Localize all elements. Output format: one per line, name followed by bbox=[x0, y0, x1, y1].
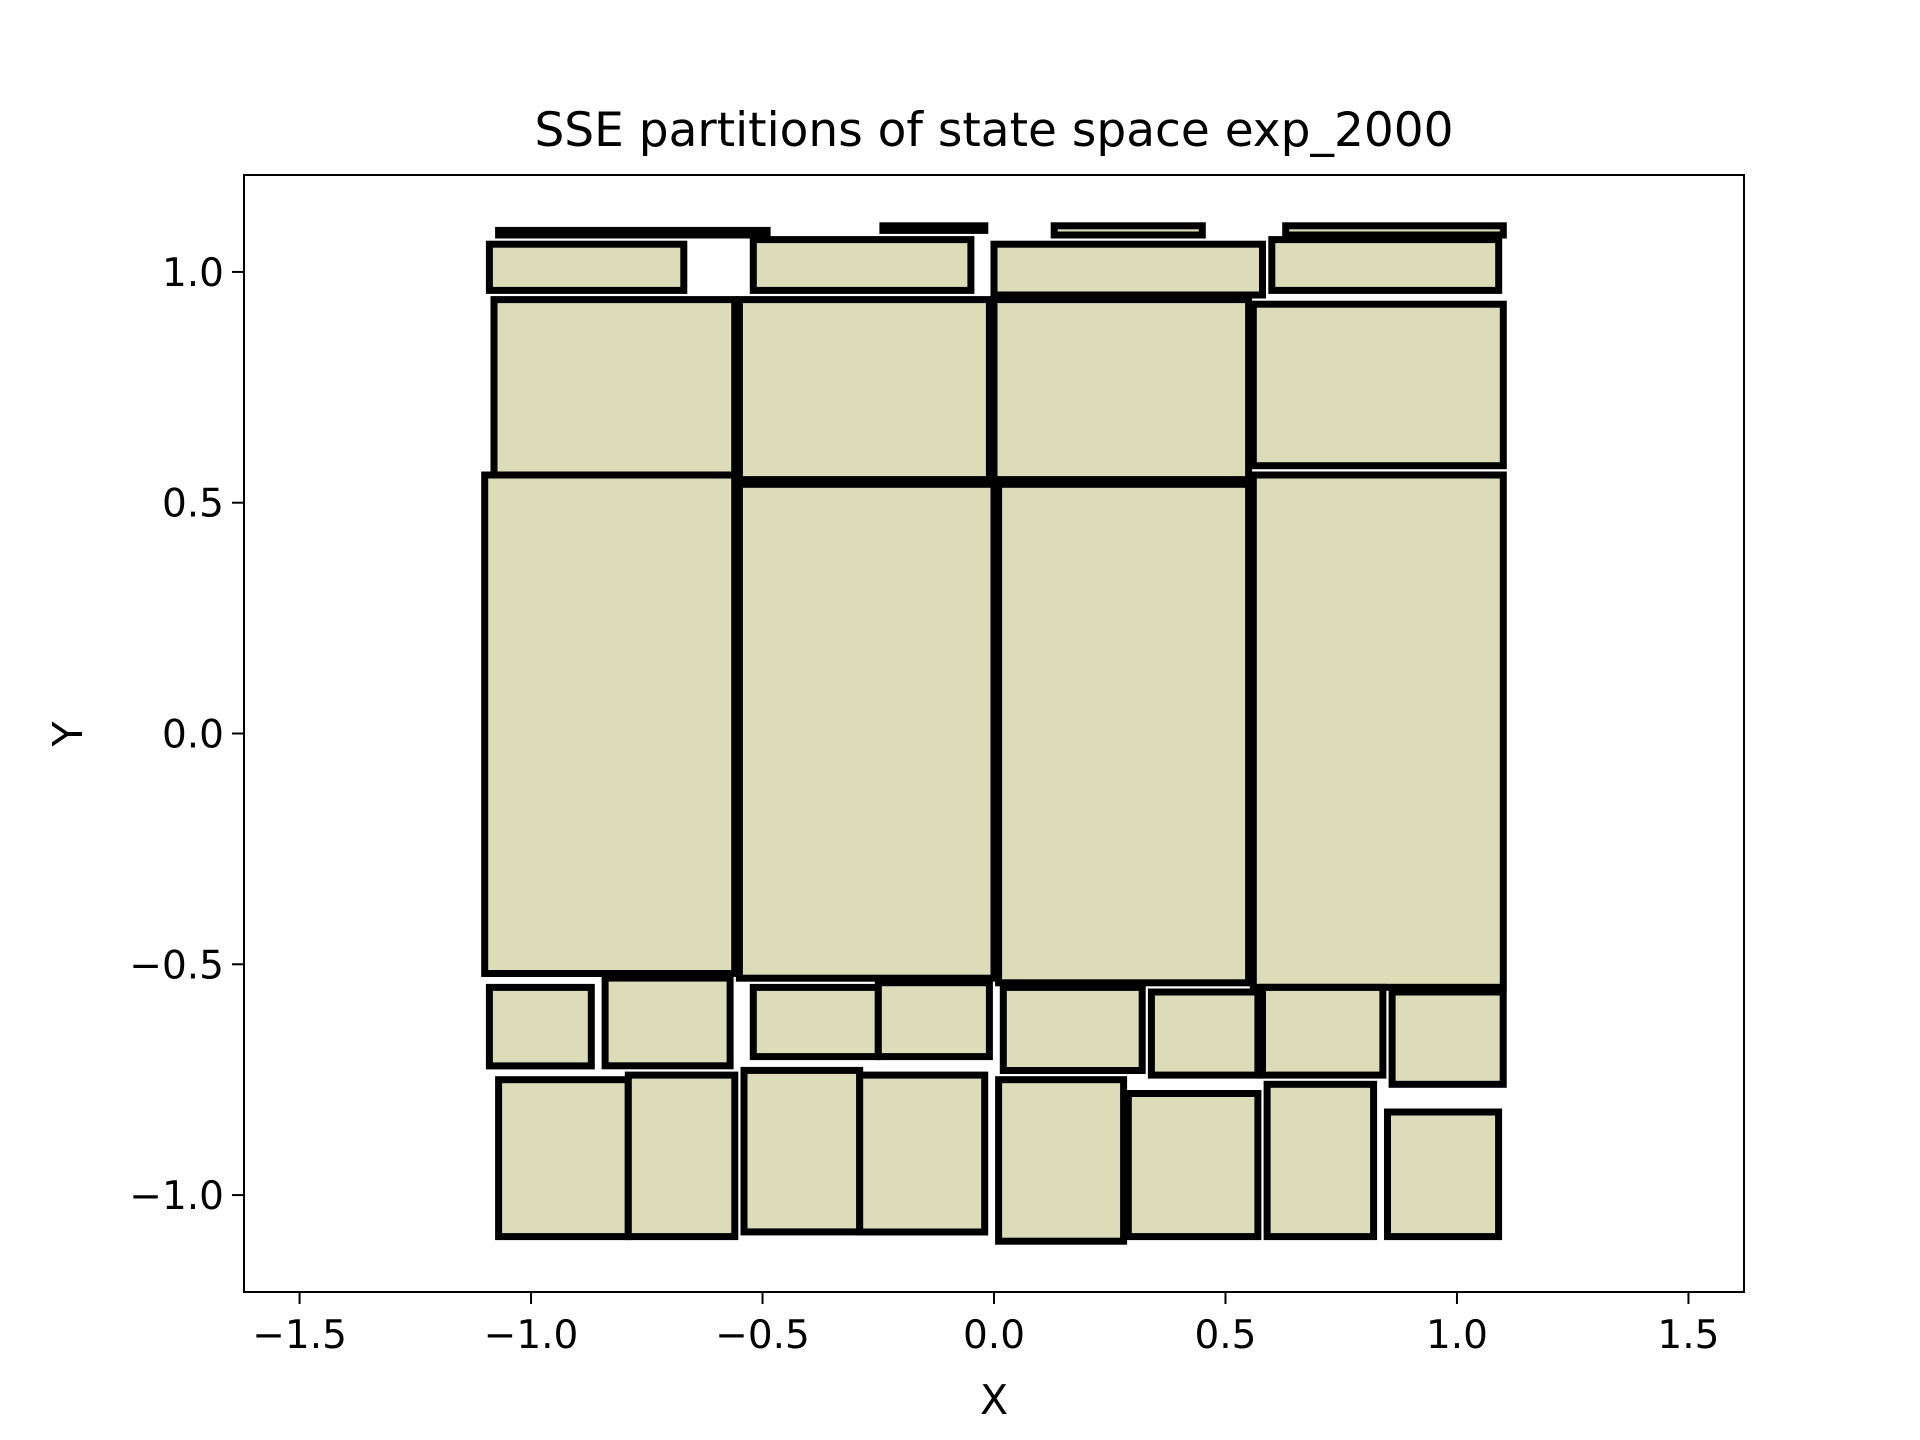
partition-rect-9 bbox=[490, 296, 739, 479]
partition-rect-6 bbox=[749, 236, 975, 294]
partition-rect-20 bbox=[874, 979, 993, 1061]
x-tick-label: 1.5 bbox=[1657, 1313, 1719, 1358]
y-tick-label: 0.5 bbox=[162, 482, 224, 527]
partition-rect-31 bbox=[1263, 1080, 1378, 1241]
partition-rect-27 bbox=[740, 1066, 864, 1236]
partition-rect-29 bbox=[995, 1076, 1128, 1245]
partition-rect-1 bbox=[495, 226, 771, 239]
partition-rect-22 bbox=[1147, 988, 1262, 1079]
partition-rect-19 bbox=[749, 983, 882, 1061]
partition-rect-17 bbox=[485, 983, 595, 1070]
partition-rect-25 bbox=[495, 1076, 632, 1241]
x-tick-label: −1.5 bbox=[252, 1313, 347, 1358]
partition-rect-16 bbox=[1249, 471, 1507, 991]
x-axis-label: X bbox=[980, 1376, 1008, 1424]
partition-rect-3 bbox=[1050, 222, 1206, 239]
partition-rectangles bbox=[481, 222, 1507, 1245]
partition-rect-32 bbox=[1384, 1108, 1503, 1241]
partition-rect-23 bbox=[1259, 983, 1387, 1079]
partition-rect-5 bbox=[485, 240, 688, 294]
partition-rect-30 bbox=[1124, 1090, 1262, 1241]
partition-rect-15 bbox=[995, 480, 1253, 987]
partition-rect-21 bbox=[999, 983, 1146, 1075]
x-tick-label: 0.5 bbox=[1194, 1313, 1256, 1358]
y-tick-label: −1.0 bbox=[129, 1174, 224, 1219]
x-axis-ticks: −1.5 −1.0 −0.5 0.0 0.5 1.0 1.5 bbox=[252, 1292, 1719, 1358]
y-axis-label: Y bbox=[44, 721, 92, 748]
partition-rect-28 bbox=[856, 1071, 989, 1236]
partition-rect-10 bbox=[735, 296, 993, 484]
partition-rect-8 bbox=[1268, 236, 1503, 294]
x-tick-label: −1.0 bbox=[484, 1313, 579, 1358]
partition-rect-2 bbox=[879, 222, 989, 234]
partition-rect-26 bbox=[624, 1071, 739, 1241]
chart-title: SSE partitions of state space exp_2000 bbox=[534, 103, 1453, 158]
y-tick-label: 1.0 bbox=[162, 251, 224, 296]
y-axis-ticks: −1.0 −0.5 0.0 0.5 1.0 bbox=[129, 251, 244, 1219]
x-tick-label: 0.0 bbox=[963, 1313, 1025, 1358]
partition-rect-14 bbox=[735, 480, 998, 982]
partition-rect-7 bbox=[990, 240, 1266, 299]
partition-rect-12 bbox=[1249, 300, 1507, 470]
partition-rect-18 bbox=[601, 974, 734, 1070]
y-tick-label: 0.0 bbox=[162, 713, 224, 758]
partition-rect-11 bbox=[990, 296, 1253, 484]
y-tick-label: −0.5 bbox=[129, 943, 224, 988]
partition-rect-24 bbox=[1388, 988, 1507, 1088]
partition-rect-4 bbox=[1282, 222, 1507, 239]
x-tick-label: 1.0 bbox=[1426, 1313, 1488, 1358]
x-tick-label: −0.5 bbox=[715, 1313, 810, 1358]
partition-rect-13 bbox=[481, 471, 739, 977]
